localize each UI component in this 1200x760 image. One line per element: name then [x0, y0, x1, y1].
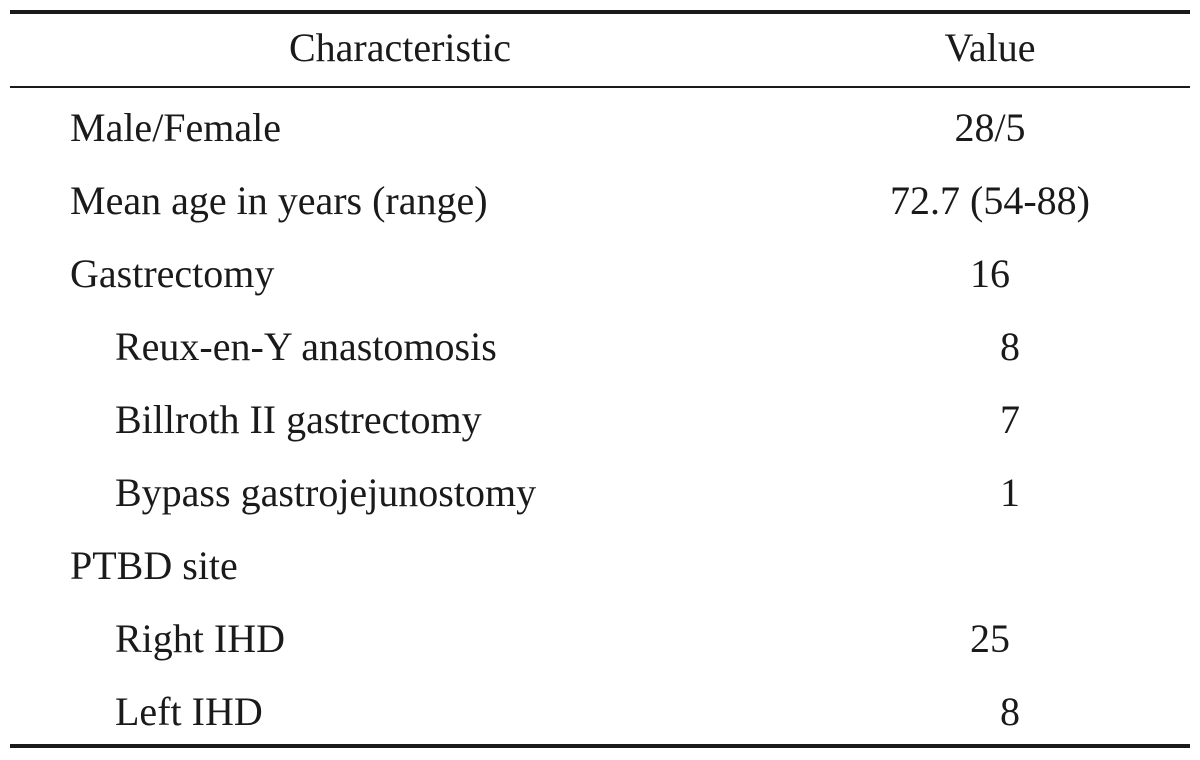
table-bottom-rule	[10, 744, 1190, 748]
row-value-billroth-ii: 7	[1000, 397, 1020, 442]
row-value-male-female: 28/5	[954, 105, 1026, 150]
row-value-left-ihd: 8	[1000, 689, 1020, 734]
row-label-ptbd-site: PTBD site	[70, 543, 238, 588]
table-header-rule	[10, 86, 1190, 88]
table-top-rule	[10, 10, 1190, 14]
row-value-mean-age: 72.7 (54-88)	[890, 178, 1090, 223]
row-label-billroth-ii: Billroth II gastrectomy	[115, 397, 482, 442]
row-label-right-ihd: Right IHD	[115, 616, 285, 661]
row-value-right-ihd: 25	[970, 616, 1010, 661]
row-value-bypass: 1	[1000, 470, 1020, 515]
header-characteristic: Characteristic	[288, 25, 512, 70]
row-label-bypass: Bypass gastrojejunostomy	[115, 470, 537, 515]
row-label-mean-age: Mean age in years (range)	[70, 178, 488, 223]
row-label-reux-en-y: Reux-en-Y anastomosis	[115, 324, 497, 369]
header-value: Value	[944, 25, 1036, 70]
row-label-male-female: Male/Female	[70, 105, 282, 150]
row-label-left-ihd: Left IHD	[115, 689, 263, 734]
row-label-gastrectomy: Gastrectomy	[70, 251, 275, 296]
row-value-gastrectomy: 16	[970, 251, 1010, 296]
row-value-reux-en-y: 8	[1000, 324, 1020, 369]
